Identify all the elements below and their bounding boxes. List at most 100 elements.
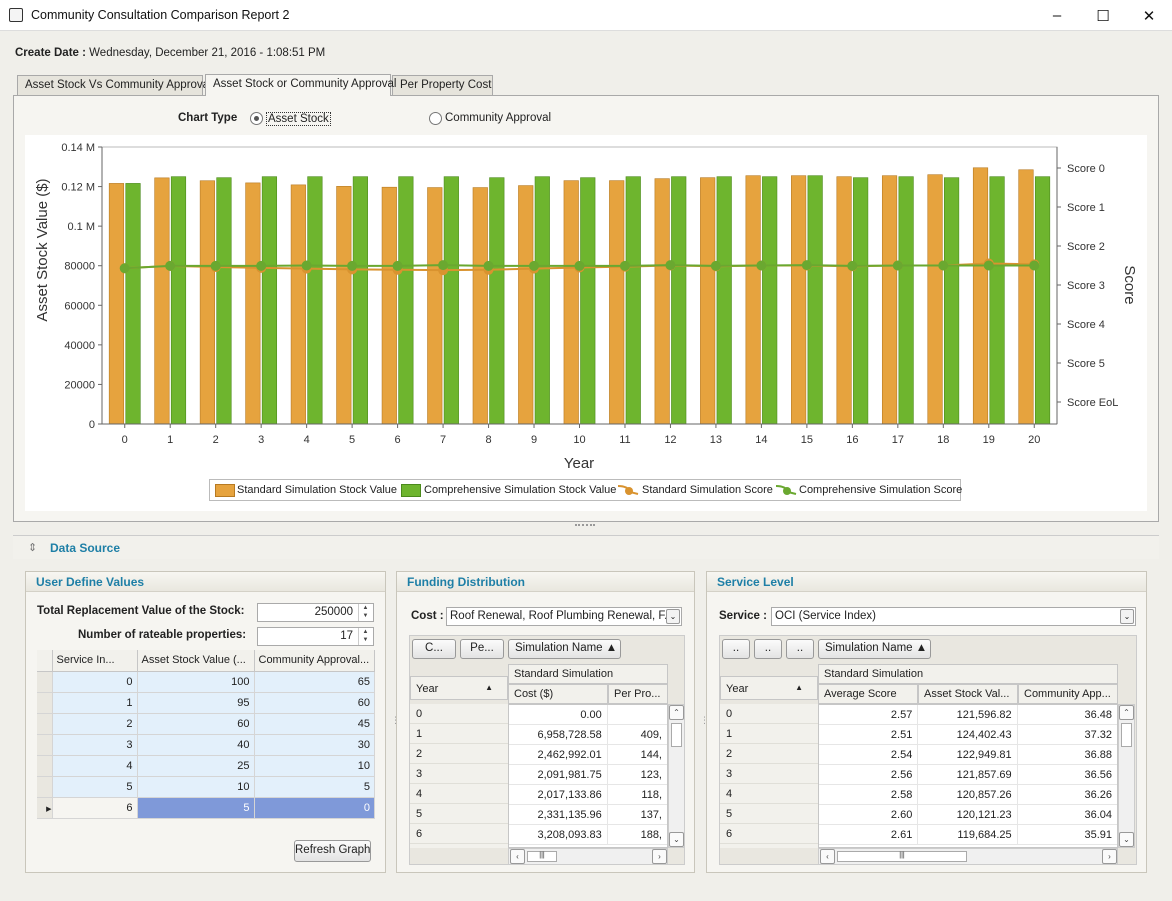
scroll-right-icon[interactable]: › <box>652 849 667 864</box>
year-cell[interactable]: 2 <box>720 744 818 764</box>
average-score-cell[interactable]: 2.57 <box>819 705 919 725</box>
table-cell[interactable]: 10 <box>137 776 255 798</box>
table-row[interactable]: 2.60 120,121.23 36.04 <box>819 805 1117 825</box>
per-property-cell[interactable]: 409, <box>607 725 667 745</box>
scroll-down-icon[interactable]: ⌄ <box>669 832 684 847</box>
table-cell[interactable]: 25 <box>137 755 255 777</box>
community-approval-cell[interactable]: 36.26 <box>1017 785 1117 805</box>
group-btn-simulation-name[interactable]: Simulation Name ▲ <box>508 639 621 659</box>
group-btn-1[interactable]: .. <box>722 639 750 659</box>
chevron-down-icon[interactable]: ⌄ <box>666 609 680 624</box>
year-cell[interactable]: 2 <box>410 744 508 764</box>
table-cell[interactable]: 5 <box>254 776 375 798</box>
table-row[interactable]: 2,091,981.75 123, <box>509 765 667 785</box>
table-cell[interactable]: 6 <box>52 797 138 819</box>
row-indicator[interactable] <box>37 734 53 756</box>
per-property-cell[interactable]: 137, <box>607 805 667 825</box>
col-asset-stock-value[interactable]: Asset Stock Val... <box>918 684 1018 704</box>
asset-stock-radio-label[interactable]: Asset Stock <box>266 112 331 126</box>
average-score-cell[interactable]: 2.51 <box>819 725 919 745</box>
per-property-cell[interactable]: 118, <box>607 785 667 805</box>
table-row[interactable]: 4 25 10 <box>37 755 375 777</box>
funding-cells[interactable]: 0.00 6,958,728.58 409, 2,462,992.01 144, 2,09… <box>508 704 668 848</box>
year-cell[interactable]: 5 <box>410 804 508 824</box>
community-approval-cell[interactable]: 35.91 <box>1017 825 1117 845</box>
average-score-cell[interactable]: 2.58 <box>819 785 919 805</box>
scroll-up-icon[interactable]: ⌃ <box>669 705 684 720</box>
col-asset-stock-value[interactable]: Asset Stock Value (... <box>137 650 255 672</box>
table-cell[interactable]: 2 <box>52 713 138 735</box>
chevron-down-icon[interactable]: ⌄ <box>1120 609 1134 624</box>
splitter-right[interactable]: ⋮ <box>700 715 709 725</box>
community-approval-cell[interactable]: 36.56 <box>1017 765 1117 785</box>
col-cost[interactable]: Cost ($) <box>508 684 608 704</box>
total-replacement-input[interactable]: 250000 <box>257 603 374 622</box>
table-cell[interactable]: 95 <box>137 692 255 714</box>
year-cell[interactable]: 4 <box>720 784 818 804</box>
asset-stock-cell[interactable]: 119,684.25 <box>918 825 1018 845</box>
table-cell[interactable]: 1 <box>52 692 138 714</box>
col-community-approval[interactable]: Community App... <box>1018 684 1118 704</box>
table-row[interactable]: 6,958,728.58 409, <box>509 725 667 745</box>
table-cell[interactable]: 5 <box>52 776 138 798</box>
group-btn-3[interactable]: .. <box>786 639 814 659</box>
rateable-properties-spinner[interactable]: ▲ ▼ <box>358 628 372 645</box>
community-approval-cell[interactable]: 36.04 <box>1017 805 1117 825</box>
year-cell[interactable]: 6 <box>720 824 818 844</box>
cost-select[interactable]: Roof Renewal, Roof Plumbing Renewal, F..… <box>446 607 682 626</box>
table-cell[interactable]: 0 <box>254 797 375 819</box>
table-row[interactable]: 2,331,135.96 137, <box>509 805 667 825</box>
rateable-properties-input[interactable]: 17 <box>257 627 374 646</box>
average-score-cell[interactable]: 2.56 <box>819 765 919 785</box>
table-row[interactable]: 0 100 65 <box>37 671 375 693</box>
table-row[interactable]: 2.56 121,857.69 36.56 <box>819 765 1117 785</box>
funding-vscroll[interactable]: ⌃ ⌄ <box>668 704 685 848</box>
row-indicator[interactable] <box>37 671 53 693</box>
table-cell[interactable]: 65 <box>254 671 375 693</box>
hscroll-thumb[interactable]: ||| <box>837 851 967 862</box>
community-approval-cell[interactable]: 36.88 <box>1017 745 1117 765</box>
table-cell[interactable]: 60 <box>254 692 375 714</box>
table-row[interactable]: 2.51 124,402.43 37.32 <box>819 725 1117 745</box>
funding-hscroll[interactable]: ‹ ||| › <box>508 848 668 865</box>
table-row[interactable]: 0.00 <box>509 705 667 725</box>
table-row[interactable]: 2 60 45 <box>37 713 375 735</box>
service-year-header[interactable]: Year ▲ <box>720 676 818 700</box>
tab-asset-or-community[interactable]: Asset Stock or Community Approval <box>205 74 396 96</box>
table-row[interactable]: 2.61 119,684.25 35.91 <box>819 825 1117 845</box>
table-cell[interactable]: 3 <box>52 734 138 756</box>
table-cell[interactable]: 30 <box>254 734 375 756</box>
year-cell[interactable]: 3 <box>720 764 818 784</box>
row-indicator[interactable] <box>37 776 53 798</box>
table-row[interactable]: 2.57 121,596.82 36.48 <box>819 705 1117 725</box>
scroll-up-icon[interactable]: ⌃ <box>1119 705 1134 720</box>
asset-stock-cell[interactable]: 121,596.82 <box>918 705 1018 725</box>
year-cell[interactable]: 1 <box>720 724 818 744</box>
data-source-header[interactable]: ⇕ Data Source <box>13 535 1159 559</box>
table-row[interactable]: 1 95 60 <box>37 692 375 714</box>
group-btn-simulation-name[interactable]: Simulation Name ▲ <box>818 639 931 659</box>
cost-cell[interactable]: 2,331,135.96 <box>509 805 608 825</box>
table-row[interactable]: 2.54 122,949.81 36.88 <box>819 745 1117 765</box>
year-cell[interactable]: 0 <box>720 704 818 724</box>
table-row[interactable]: 3 40 30 <box>37 734 375 756</box>
table-row[interactable]: 2.58 120,857.26 36.26 <box>819 785 1117 805</box>
col-service-index[interactable]: Service In... <box>52 650 138 672</box>
tab-per-property-cost[interactable]: Per Property Cost <box>392 75 493 95</box>
vscroll-thumb[interactable] <box>671 723 682 747</box>
service-vscroll[interactable]: ⌃ ⌄ <box>1118 704 1135 848</box>
row-indicator[interactable] <box>37 755 53 777</box>
vscroll-thumb[interactable] <box>1121 723 1132 747</box>
scroll-left-icon[interactable]: ‹ <box>820 849 835 864</box>
funding-year-header[interactable]: Year ▲ <box>410 676 508 700</box>
collapse-icon[interactable]: ⇕ <box>28 542 38 554</box>
maximize-button[interactable]: ☐ <box>1096 7 1110 25</box>
group-btn-cost[interactable]: C... <box>412 639 456 659</box>
close-button[interactable]: ✕ <box>1142 7 1156 25</box>
year-cell[interactable]: 5 <box>720 804 818 824</box>
group-btn-2[interactable]: .. <box>754 639 782 659</box>
per-property-cell[interactable] <box>607 705 667 725</box>
cost-cell[interactable]: 2,017,133.86 <box>509 785 608 805</box>
tab-asset-vs-community[interactable]: Asset Stock Vs Community Approval <box>17 75 212 95</box>
table-cell[interactable]: 100 <box>137 671 255 693</box>
